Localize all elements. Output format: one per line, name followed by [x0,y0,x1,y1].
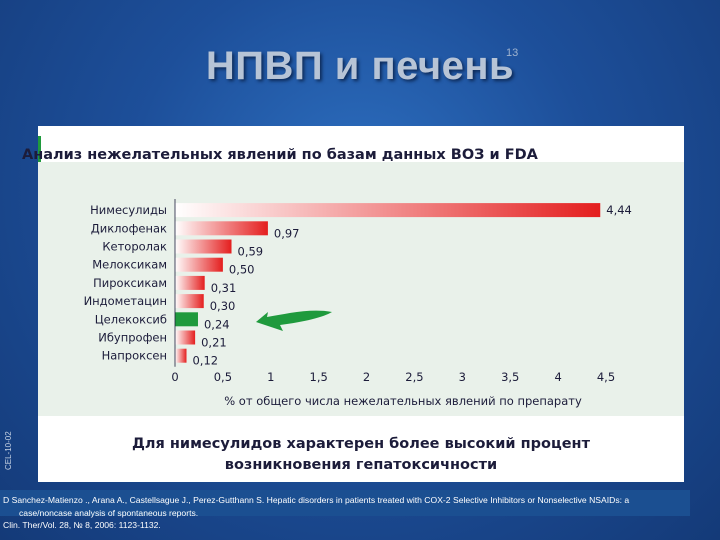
reference-text: D Sanchez-Matienzo ., Arana A., Castells… [3,494,689,532]
x-tick-label: 2 [363,370,370,384]
x-axis-label: % от общего числа нежелательных явлений … [224,394,582,408]
x-tick-label: 0 [171,370,178,384]
bar [175,221,268,236]
conclusion-line-1: Для нимесулидов характерен более высокий… [132,436,590,452]
category-label: Пироксикам [93,276,167,290]
value-label: 0,24 [204,317,230,331]
value-label: 0,21 [201,336,227,350]
bar [175,257,223,272]
value-label: 0,97 [274,226,300,240]
x-tick-label: 1,5 [310,370,328,384]
pointer-arrow-icon [256,310,332,331]
bar-chart: Нимесулиды 4,44 Диклофенак 0,97 Кеторолак 0,5… [84,199,632,408]
bar [175,348,187,363]
value-label: 0,31 [211,281,237,295]
category-label: Целекоксиб [95,312,167,326]
category-label: Ибупрофен [98,331,167,345]
chart-heading: Анализ нежелательных явлений по базам да… [22,147,538,163]
slide-title: НПВП и печень [205,44,515,88]
bars-layer: Нимесулиды 4,44 Диклофенак 0,97 Кеторолак 0,5… [84,203,632,368]
card-accent-bar [38,136,41,162]
bar [175,294,204,309]
x-tick-label: 1 [267,370,274,384]
x-tick-label: 4,5 [597,370,615,384]
conclusion-line-2: возникновения гепатоксичности [224,457,498,473]
category-label: Индометацин [84,294,167,308]
category-label: Напроксен [102,349,167,363]
conclusion-text: Для нимесулидов характерен более высокий… [38,434,684,476]
value-label: 0,50 [229,263,255,277]
value-label: 0,12 [192,354,218,368]
x-tick-label: 4 [554,370,561,384]
x-axis: 0 0,5 1 1,5 2 2,5 3 3,5 4 4,5 [171,199,615,384]
value-label: 4,44 [606,203,632,217]
category-label: Мелоксикам [92,258,167,272]
bar [175,239,232,254]
x-tick-label: 3 [459,370,466,384]
bar [175,275,205,290]
category-label: Диклофенак [91,221,167,235]
bar [175,330,196,345]
reference-line-3: Clin. Ther/Vol. 28, № 8, 2006: 1123-1132… [3,520,161,531]
category-label: Кеторолак [102,240,167,254]
x-tick-label: 3,5 [501,370,519,384]
x-tick-label: 2,5 [405,370,423,384]
reference-band [0,490,690,516]
slide-number: 13 [506,47,519,59]
reference-line-1: D Sanchez-Matienzo ., Arana A., Castells… [3,495,630,505]
side-code: CEL-10-02 [4,431,13,470]
bar [175,312,198,327]
reference-line-2: case/noncase analysis of spontaneous rep… [19,507,199,518]
value-label: 0,59 [238,245,264,259]
category-label: Нимесулиды [90,203,167,217]
bar [175,203,601,218]
value-label: 0,30 [210,299,236,313]
x-tick-label: 0,5 [214,370,232,384]
